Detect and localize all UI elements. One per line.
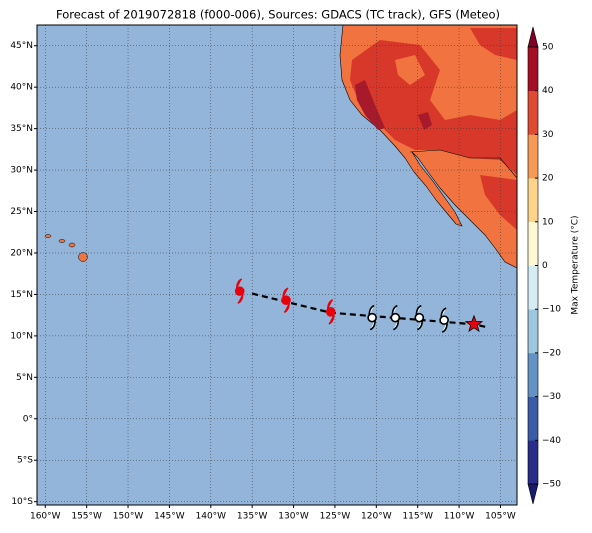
colorbar-tick-label: 30	[542, 130, 554, 140]
storm-symbol	[234, 278, 245, 304]
colorbar-segment	[528, 309, 538, 354]
x-tick-label: 105°W	[485, 512, 516, 522]
x-tick-label: 115°W	[402, 512, 433, 522]
y-tick-label: 40°N	[10, 83, 33, 93]
colorbar-tick-label: 20	[542, 174, 554, 184]
y-tick-label: 10°S	[11, 497, 33, 507]
x-tick-label: 135°W	[237, 512, 268, 522]
x-tick-label: 120°W	[361, 512, 392, 522]
colorbar-tick-label: −40	[542, 436, 561, 446]
y-tick-label: 30°N	[10, 166, 33, 176]
colorbar-tick-label: 0	[542, 261, 548, 271]
y-tick-label: 35°N	[10, 124, 33, 134]
colorbar-segment	[528, 265, 538, 310]
colorbar-segment	[528, 352, 538, 397]
colorbar-label: Max Temperature (°C)	[571, 215, 581, 314]
storm-symbol	[390, 304, 401, 331]
y-tick-label: 20°N	[10, 248, 33, 258]
colorbar-extend-under	[527, 483, 539, 505]
y-tick-label: 5°N	[16, 373, 33, 383]
x-tick-label: 155°W	[71, 512, 102, 522]
map-frame	[36, 24, 518, 506]
colorbar-segment	[528, 396, 538, 441]
storm-symbol	[414, 304, 425, 331]
y-tick-label: 15°N	[10, 290, 33, 300]
colorbar-segment	[528, 90, 538, 135]
storm-symbol	[439, 307, 449, 333]
colorbar-segment	[528, 134, 538, 179]
x-tick-label: 160°W	[30, 512, 61, 522]
x-tick-label: 145°W	[154, 512, 185, 522]
y-tick-label: 0°	[23, 414, 33, 424]
x-tick-label: 140°W	[196, 512, 227, 522]
track-line	[251, 292, 490, 329]
x-tick-label: 110°W	[444, 512, 475, 522]
colorbar-tick-label: 10	[542, 217, 554, 227]
storm-symbol	[281, 287, 291, 313]
y-tick-label: 5°S	[17, 456, 33, 466]
colorbar-tick-label: 50	[542, 43, 554, 53]
colorbar-tick-label: −50	[542, 480, 561, 490]
colorbar-segment	[528, 221, 538, 266]
y-tick-label: 10°N	[10, 331, 33, 341]
colorbar-tick-label: −10	[542, 305, 561, 315]
colorbar-tick-label: −30	[542, 392, 561, 402]
colorbar-extend-over	[527, 26, 539, 48]
x-tick-label: 150°W	[113, 512, 144, 522]
storm-position-star	[464, 314, 484, 333]
y-tick-label: 45°N	[10, 41, 33, 51]
x-tick-label: 130°W	[278, 512, 309, 522]
storm-symbol	[325, 299, 336, 325]
colorbar-segment	[528, 178, 538, 223]
colorbar-tick-label: −20	[542, 348, 561, 358]
land	[44, 24, 518, 269]
colorbar-segment	[528, 47, 538, 91]
colorbar-segment	[528, 440, 538, 485]
storm-symbol	[367, 304, 377, 331]
y-tick-label: 25°N	[10, 207, 33, 217]
x-tick-label: 125°W	[320, 512, 351, 522]
title: Forecast of 2019072818 (f000-006), Sourc…	[56, 8, 500, 22]
colorbar-tick-label: 40	[542, 86, 554, 96]
